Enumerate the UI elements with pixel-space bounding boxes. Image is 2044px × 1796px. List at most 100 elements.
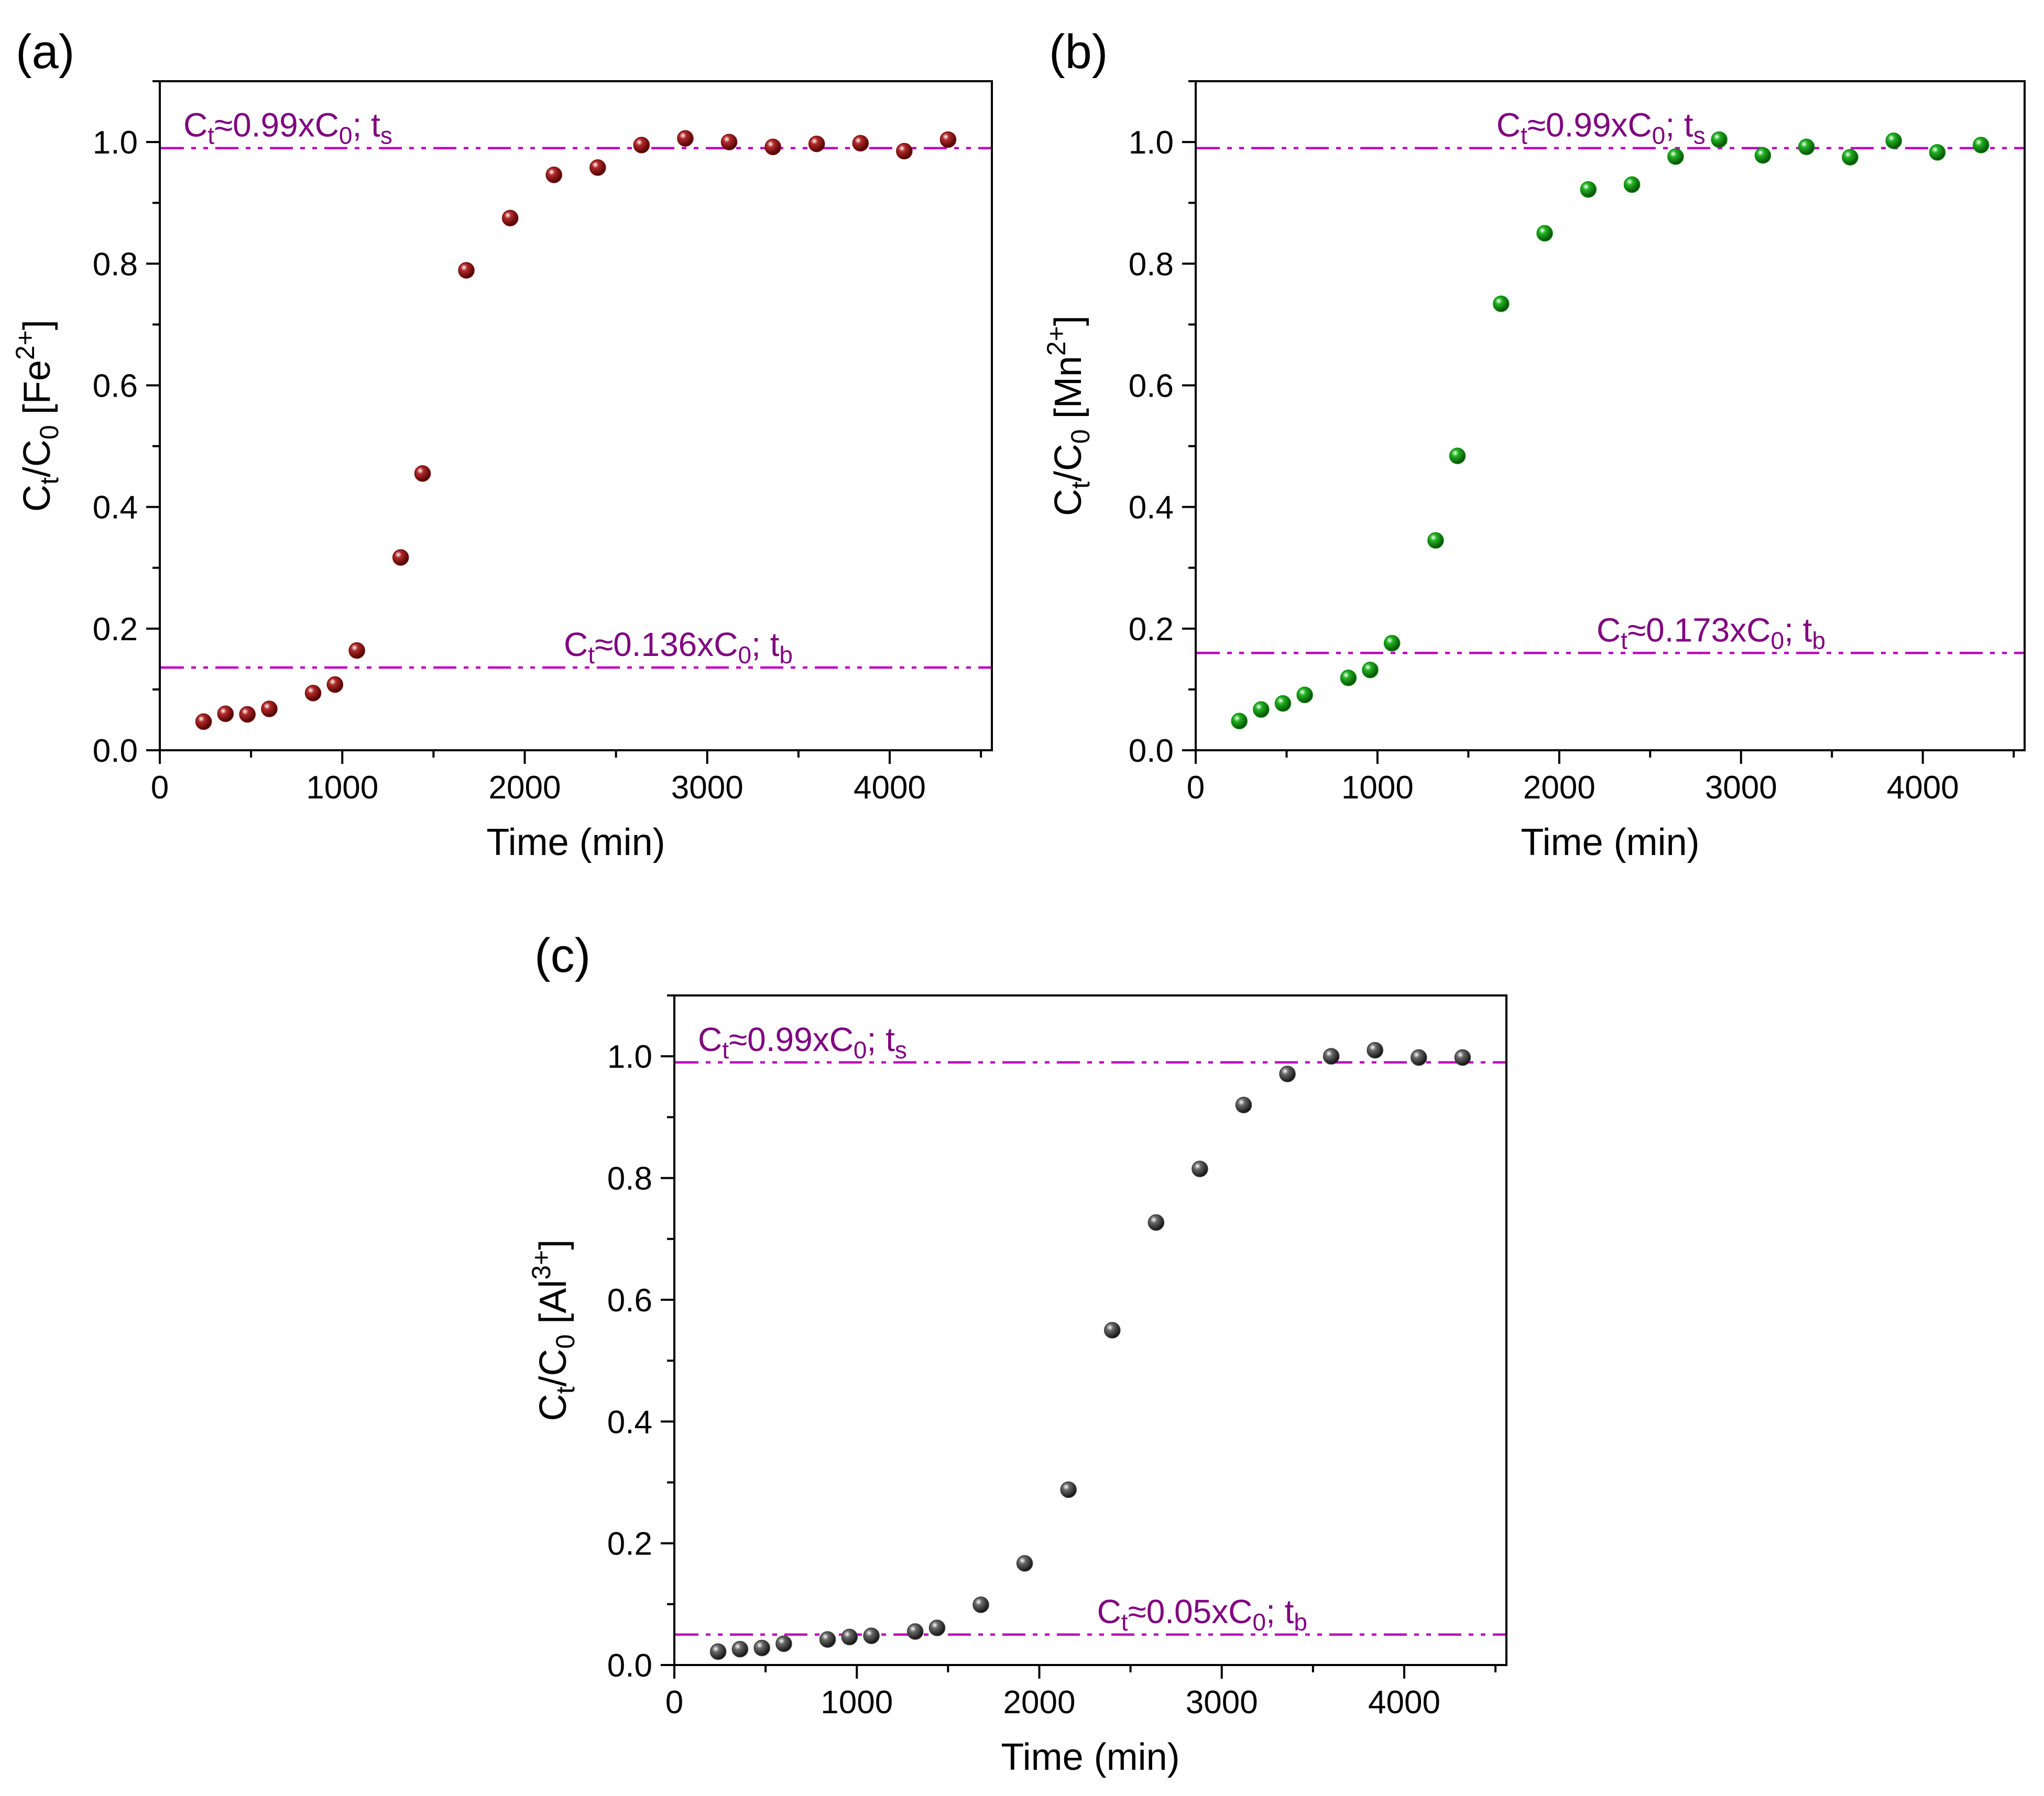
data-point xyxy=(1253,701,1270,718)
x-tick-label: 0 xyxy=(151,770,169,806)
data-point xyxy=(589,159,606,176)
data-point xyxy=(1623,176,1641,193)
data-point xyxy=(1667,148,1684,165)
data-point xyxy=(1383,634,1401,652)
data-point xyxy=(677,130,694,147)
data-point xyxy=(326,676,344,693)
y-tick-label: 0.8 xyxy=(607,1161,652,1197)
data-point xyxy=(1798,138,1815,156)
x-tick-label: 4000 xyxy=(854,770,926,806)
data-point xyxy=(1060,1481,1077,1498)
y-axis-title: Ct/C0 [Fe2+] xyxy=(10,320,64,512)
x-tick-label: 1000 xyxy=(1341,770,1414,806)
y-tick-label: 0.6 xyxy=(607,1283,652,1319)
x-tick-label: 3000 xyxy=(671,770,744,806)
y-tick-label: 0.4 xyxy=(93,490,138,526)
y-tick-label: 0.8 xyxy=(93,246,138,282)
panel-label: (c) xyxy=(534,929,591,982)
data-point xyxy=(819,1631,836,1648)
data-point xyxy=(1754,147,1772,164)
data-point xyxy=(1192,1160,1208,1177)
plot-frame xyxy=(159,80,993,751)
x-tick-label: 0 xyxy=(665,1684,683,1721)
chart-panel-b: (b) 0 1000 2000 3000 4000 0.0 0.2 0.4 0.6 0.8 1.0 Ti… xyxy=(1042,25,2026,863)
x-axis-title: Time (min) xyxy=(1001,1736,1179,1778)
y-tick-label: 0.2 xyxy=(1129,611,1174,648)
data-point xyxy=(896,143,913,160)
data-point xyxy=(863,1627,880,1644)
data-point xyxy=(753,1639,770,1657)
x-tick-label: 2000 xyxy=(1523,770,1595,806)
x-tick-label: 4000 xyxy=(1368,1684,1440,1721)
y-tick-label: 0.2 xyxy=(607,1526,652,1562)
plot-frame xyxy=(673,994,1507,1666)
breakthrough-annotation: Ct≈0.05xC0; tb xyxy=(1097,1593,1307,1636)
data-point xyxy=(939,131,957,148)
data-point xyxy=(195,713,212,730)
y-tick-label: 1.0 xyxy=(607,1039,652,1075)
data-point xyxy=(1449,447,1466,464)
data-point xyxy=(414,465,431,482)
chart-panel-c: (c) 0 1000 2000 3000 4000 0.0 0.2 0.4 0.6 0.8 1.0 Ti… xyxy=(527,929,1507,1778)
y-tick-label: 0.4 xyxy=(1129,490,1174,526)
y-tick-label: 1.0 xyxy=(93,125,138,161)
x-tick-label: 0 xyxy=(1187,770,1205,806)
y-axis-title: Ct/C0 [Mn2+] xyxy=(1042,315,1095,516)
y-tick-label: 0.0 xyxy=(607,1648,652,1684)
x-tick-label: 1000 xyxy=(821,1684,893,1721)
data-point xyxy=(348,642,365,659)
x-tick-label: 4000 xyxy=(1887,770,1959,806)
x-tick-label: 3000 xyxy=(1705,770,1777,806)
data-point xyxy=(217,705,234,722)
data-point xyxy=(928,1619,946,1636)
x-tick-label: 1000 xyxy=(306,770,378,806)
data-point xyxy=(1274,695,1292,712)
data-point xyxy=(304,685,322,702)
data-point xyxy=(1104,1322,1121,1339)
data-point xyxy=(1367,1042,1384,1059)
data-point xyxy=(1231,713,1248,730)
saturation-annotation: Ct≈0.99xC0; ts xyxy=(1496,106,1706,149)
data-point xyxy=(1454,1049,1471,1066)
y-tick-label: 0.2 xyxy=(93,611,138,648)
data-point xyxy=(731,1641,749,1658)
data-point xyxy=(720,134,738,150)
y-tick-label: 0.0 xyxy=(1129,733,1174,769)
x-tick-label: 2000 xyxy=(489,770,561,806)
data-point xyxy=(239,706,256,723)
y-tick-label: 1.0 xyxy=(1129,125,1174,161)
data-point xyxy=(1147,1214,1165,1231)
y-axis-title: Ct/C0 [Al3+] xyxy=(527,1240,580,1421)
data-point xyxy=(633,137,650,154)
data-point xyxy=(1842,149,1859,166)
saturation-annotation: Ct≈0.99xC0; ts xyxy=(698,1021,907,1064)
data-point xyxy=(972,1596,989,1613)
x-tick-label: 3000 xyxy=(1186,1684,1258,1721)
y-tick-label: 0.4 xyxy=(607,1404,652,1440)
data-point xyxy=(1340,670,1357,686)
breakthrough-annotation: Ct≈0.173xC0; tb xyxy=(1597,611,1826,654)
data-point xyxy=(1929,144,1946,161)
data-point xyxy=(392,549,409,566)
x-tick-label: 2000 xyxy=(1003,1684,1076,1721)
data-point xyxy=(1362,662,1379,678)
panel-label: (b) xyxy=(1049,25,1108,79)
data-point xyxy=(1296,686,1313,704)
saturation-annotation: Ct≈0.99xC0; ts xyxy=(183,106,392,149)
data-point xyxy=(545,167,562,183)
chart-panel-a: (a) 0 1000 2000 3000 4000 0.0 0.2 0.4 0.6 0.8 1.0 Ti… xyxy=(10,25,993,863)
data-point xyxy=(261,700,278,717)
data-point xyxy=(1536,225,1553,242)
x-axis-title: Time (min) xyxy=(486,822,665,863)
y-tick-label: 0.6 xyxy=(1129,368,1174,404)
data-point xyxy=(1016,1555,1033,1572)
data-point xyxy=(501,210,519,226)
data-point xyxy=(1493,295,1510,312)
data-point xyxy=(775,1635,792,1652)
data-point xyxy=(841,1628,858,1646)
data-point xyxy=(906,1623,924,1640)
x-axis-title: Time (min) xyxy=(1521,822,1699,863)
data-point xyxy=(1427,532,1444,549)
data-point xyxy=(1711,131,1728,148)
data-point xyxy=(1972,137,1990,154)
